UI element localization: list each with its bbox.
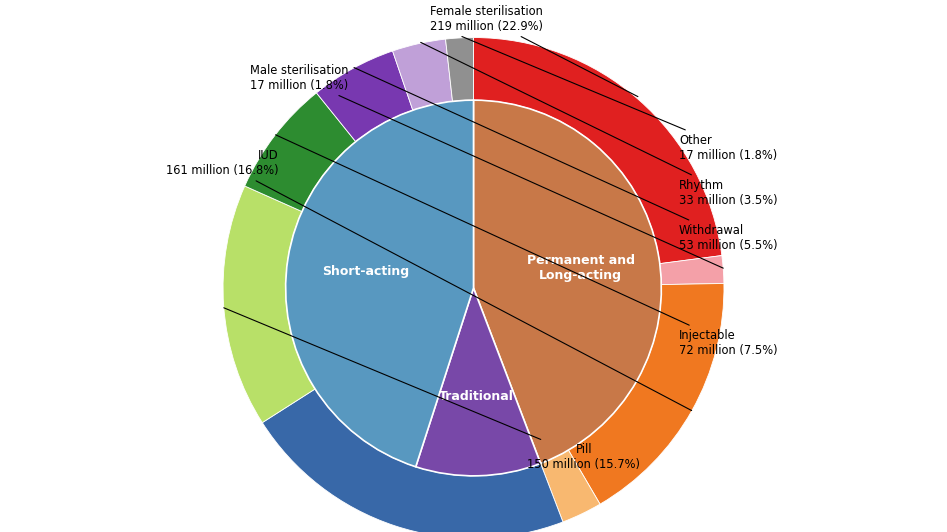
Text: Implant
25 million (2.6%): Implant 25 million (2.6%) (0, 531, 1, 532)
Text: IUD
161 million (16.8%): IUD 161 million (16.8%) (166, 149, 691, 411)
Text: Male sterilisation
17 million (1.8%): Male sterilisation 17 million (1.8%) (250, 64, 724, 268)
Wedge shape (223, 186, 315, 422)
Wedge shape (286, 100, 474, 467)
Text: Short-acting: Short-acting (322, 264, 409, 278)
Text: Pill
150 million (15.7%): Pill 150 million (15.7%) (223, 308, 640, 471)
Wedge shape (474, 100, 661, 463)
Wedge shape (568, 284, 724, 504)
Text: Male condom
208 million (21.8%): Male condom 208 million (21.8%) (0, 531, 1, 532)
Text: Permanent and
Long-acting: Permanent and Long-acting (527, 254, 634, 282)
Text: Other
17 million (1.8%): Other 17 million (1.8%) (462, 37, 777, 162)
Text: Female sterilisation
219 million (22.9%): Female sterilisation 219 million (22.9%) (430, 5, 638, 97)
Wedge shape (244, 93, 356, 212)
Text: Traditional: Traditional (438, 390, 514, 403)
Wedge shape (541, 450, 600, 522)
Text: Rhythm
33 million (3.5%): Rhythm 33 million (3.5%) (420, 43, 777, 207)
Text: Withdrawal
53 million (5.5%): Withdrawal 53 million (5.5%) (354, 68, 777, 252)
Wedge shape (416, 288, 541, 476)
Wedge shape (445, 38, 474, 101)
Wedge shape (660, 255, 724, 285)
Wedge shape (474, 38, 722, 264)
Wedge shape (316, 51, 413, 142)
Wedge shape (262, 389, 563, 532)
Text: Injectable
72 million (7.5%): Injectable 72 million (7.5%) (276, 135, 777, 357)
Wedge shape (393, 39, 453, 110)
